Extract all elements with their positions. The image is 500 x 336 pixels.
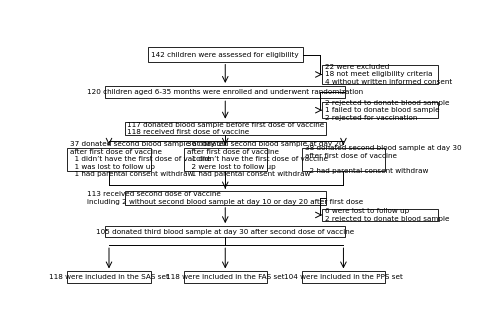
FancyBboxPatch shape: [68, 271, 150, 283]
FancyBboxPatch shape: [322, 102, 438, 118]
FancyBboxPatch shape: [184, 148, 267, 171]
Text: 38 donated second blood sample at day 30
after first dose of vaccine

  2 had pa: 38 donated second blood sample at day 30…: [305, 145, 462, 174]
Text: 37 donated second blood sample at day 10
after first dose of vaccine
  1 didn’t : 37 donated second blood sample at day 10…: [70, 141, 227, 177]
FancyBboxPatch shape: [148, 47, 303, 62]
FancyBboxPatch shape: [302, 148, 385, 171]
Text: 105 donated third blood sample at day 30 after second dose of vaccine: 105 donated third blood sample at day 30…: [96, 229, 354, 235]
Text: 142 children were assessed for eligibility: 142 children were assessed for eligibili…: [152, 51, 299, 57]
FancyBboxPatch shape: [302, 271, 385, 283]
FancyBboxPatch shape: [105, 226, 346, 238]
FancyBboxPatch shape: [322, 209, 438, 221]
FancyBboxPatch shape: [184, 271, 267, 283]
FancyBboxPatch shape: [124, 122, 326, 135]
Text: 120 children aged 6-35 months were enrolled and underwent randomization: 120 children aged 6-35 months were enrol…: [87, 89, 363, 95]
Text: 6 were lost to follow up
2 rejected to donate blood sample: 6 were lost to follow up 2 rejected to d…: [325, 208, 450, 222]
Text: 113 received second dose of vaccine
including 2 without second blood sample at d: 113 received second dose of vaccine incl…: [87, 192, 363, 205]
Text: 118 were included in the FAS set: 118 were included in the FAS set: [166, 274, 284, 280]
FancyBboxPatch shape: [124, 192, 326, 205]
FancyBboxPatch shape: [68, 148, 150, 171]
Text: 117 donated blood sample before first dose of vaccine
118 received first dose of: 117 donated blood sample before first do…: [126, 122, 324, 135]
Text: 22 were excluded
18 not meet eligibility criteria
4 without written informed con: 22 were excluded 18 not meet eligibility…: [325, 64, 452, 85]
Text: 104 were included in the PPS set: 104 were included in the PPS set: [284, 274, 403, 280]
Text: 2 rejected to donate blood sample
1 failed to donate blood sample
2 rejected for: 2 rejected to donate blood sample 1 fail…: [325, 100, 450, 121]
FancyBboxPatch shape: [322, 65, 438, 84]
Text: 118 were included in the SAS set: 118 were included in the SAS set: [49, 274, 169, 280]
FancyBboxPatch shape: [105, 86, 346, 98]
Text: 36 donated second blood sample at day 20
after first dose of vaccine
  1 didn’t : 36 donated second blood sample at day 20…: [186, 141, 344, 177]
